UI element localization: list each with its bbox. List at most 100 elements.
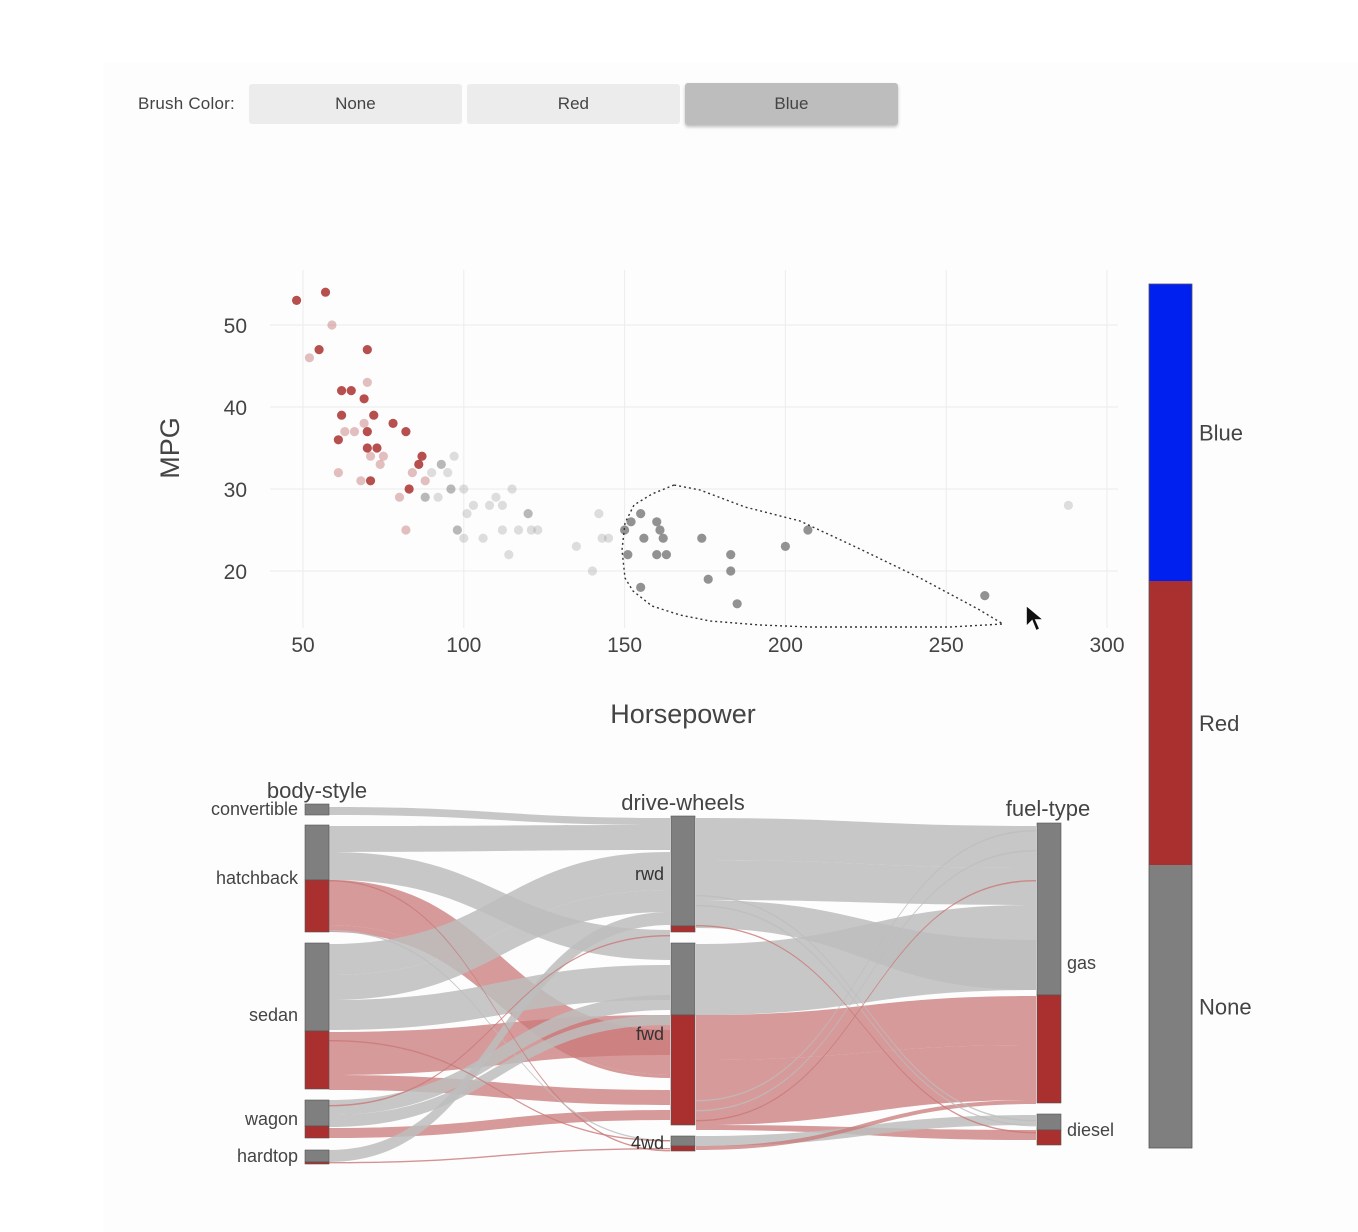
scatter-point-none[interactable] — [697, 533, 707, 543]
scatter-point-red[interactable] — [336, 386, 347, 396]
link-thin-body-drive[interactable] — [329, 935, 670, 1107]
scatter-point-none[interactable] — [446, 484, 456, 494]
scatter-point-red[interactable] — [349, 427, 360, 437]
scatter-point-none[interactable] — [639, 533, 649, 543]
scatter-point-red[interactable] — [388, 418, 398, 428]
link-body-drive[interactable] — [329, 890, 670, 1000]
scatter-point-none[interactable] — [436, 459, 446, 469]
link-body-drive[interactable] — [329, 1015, 670, 1127]
link-body-drive[interactable] — [329, 825, 670, 852]
link-drive-fuel[interactable] — [696, 1115, 1036, 1146]
scatter-point-none[interactable] — [780, 541, 791, 552]
category-bar-diesel[interactable] — [1036, 1129, 1062, 1146]
scatter-point-red[interactable] — [359, 418, 369, 428]
category-bar-sedan[interactable] — [304, 942, 330, 1032]
scatter-point-none[interactable] — [603, 533, 614, 543]
scatter-point-none[interactable] — [636, 508, 646, 519]
scatter-point-none[interactable] — [507, 484, 517, 494]
scatter-point-none[interactable] — [443, 468, 453, 478]
scatter-point-red[interactable] — [340, 427, 350, 437]
link-thin-drive-fuel[interactable] — [696, 880, 1036, 1122]
category-bar-hardtop[interactable] — [304, 1149, 330, 1163]
scatter-point-red[interactable] — [320, 287, 331, 297]
category-bar-diesel[interactable] — [1036, 1113, 1062, 1131]
scatter-point-none[interactable] — [468, 500, 479, 510]
link-drive-fuel[interactable] — [696, 1100, 1036, 1150]
link-body-drive[interactable] — [329, 807, 670, 825]
link-body-drive[interactable] — [329, 852, 670, 975]
link-drive-fuel[interactable] — [696, 818, 1036, 868]
category-bar-fwd[interactable] — [670, 1014, 696, 1126]
scatter-point-red[interactable] — [356, 476, 366, 486]
link-drive-fuel[interactable] — [696, 996, 1036, 1060]
scatter-point-none[interactable] — [980, 591, 990, 601]
scatter-point-none[interactable] — [459, 533, 469, 543]
scatter-point-none[interactable] — [513, 525, 524, 535]
scatter-point-red[interactable] — [378, 451, 388, 461]
category-bar-wagon[interactable] — [304, 1099, 330, 1127]
scatter-plot[interactable]: 50 100 150 200 250 300 20 30 40 50 Horsepower MPG — [155, 270, 1125, 729]
scatter-point-none[interactable] — [478, 533, 488, 543]
scatter-point-red[interactable] — [362, 377, 372, 387]
category-bar-wagon[interactable] — [304, 1125, 330, 1139]
scatter-point-red[interactable] — [417, 451, 427, 461]
scatter-point-none[interactable] — [803, 525, 813, 535]
scatter-point-none[interactable] — [497, 500, 507, 510]
scatter-point-none[interactable] — [571, 541, 581, 552]
scatter-point-red[interactable] — [414, 459, 424, 469]
scatter-point-red[interactable] — [420, 476, 430, 486]
scatter-point-red[interactable] — [333, 468, 343, 478]
link-body-drive[interactable] — [329, 995, 670, 1115]
scatter-point-none[interactable] — [655, 525, 665, 535]
scatter-point-none[interactable] — [427, 468, 437, 478]
scatter-point-red[interactable] — [362, 427, 372, 437]
link-thin-body-drive[interactable] — [329, 1040, 670, 1142]
link-body-drive[interactable] — [329, 912, 670, 1162]
scatter-point-red[interactable] — [401, 427, 411, 437]
scatter-point-none[interactable] — [433, 492, 443, 502]
parcats-category-bars[interactable] — [304, 803, 1062, 1165]
scatter-point-red[interactable] — [327, 320, 337, 330]
link-thin-drive-fuel[interactable] — [696, 905, 1036, 1127]
scatter-point-red[interactable] — [314, 345, 324, 355]
parallel-categories-plot[interactable]: body-style drive-wheels fuel-type convertib… — [211, 778, 1114, 1166]
link-thin-drive-fuel[interactable] — [696, 925, 1036, 1134]
parcats-links[interactable] — [329, 807, 1036, 1164]
category-bar-sedan[interactable] — [304, 1030, 330, 1090]
scatter-point-none[interactable] — [661, 550, 672, 560]
scatter-point-red[interactable] — [346, 386, 356, 396]
link-thin-drive-fuel[interactable] — [696, 850, 1036, 1112]
scatter-point-none[interactable] — [523, 508, 533, 519]
scatter-point-none[interactable] — [533, 525, 543, 535]
scatter-point-red[interactable] — [372, 443, 382, 453]
scatter-point-red[interactable] — [365, 451, 376, 461]
scatter-point-red[interactable] — [369, 410, 379, 420]
brush-red-button[interactable]: Red — [466, 84, 680, 124]
scatter-point-red[interactable] — [362, 443, 372, 453]
link-thin-body-drive[interactable] — [329, 880, 670, 1152]
scatter-point-none[interactable] — [526, 525, 536, 535]
scatter-point-none[interactable] — [594, 508, 604, 519]
scatter-point-red[interactable] — [407, 468, 417, 478]
scatter-point-none[interactable] — [462, 508, 472, 519]
scatter-point-red[interactable] — [362, 345, 372, 355]
scatter-point-none[interactable] — [626, 517, 636, 527]
scatter-point-red[interactable] — [304, 353, 315, 363]
link-thin-drive-fuel[interactable] — [696, 830, 1036, 1102]
scatter-point-none[interactable] — [636, 582, 646, 593]
brush-none-button[interactable]: None — [248, 84, 462, 124]
category-bar-gas[interactable] — [1036, 994, 1062, 1104]
category-bar-hatchback[interactable] — [304, 879, 330, 933]
link-drive-fuel[interactable] — [696, 905, 1036, 1015]
link-thin-drive-fuel[interactable] — [696, 895, 1036, 1122]
category-bar-fwd[interactable] — [670, 942, 696, 1016]
category-bar-hatchback[interactable] — [304, 824, 330, 881]
category-bar-convertible[interactable] — [304, 803, 330, 816]
category-bar-rwd[interactable] — [670, 815, 696, 927]
category-bar-4wd[interactable] — [670, 1135, 696, 1147]
scatter-point-none[interactable] — [452, 525, 462, 535]
scatter-point-none[interactable] — [459, 484, 469, 494]
scatter-point-red[interactable] — [333, 435, 343, 445]
scatter-point-red[interactable] — [404, 484, 414, 494]
scatter-point-red[interactable] — [359, 394, 369, 404]
